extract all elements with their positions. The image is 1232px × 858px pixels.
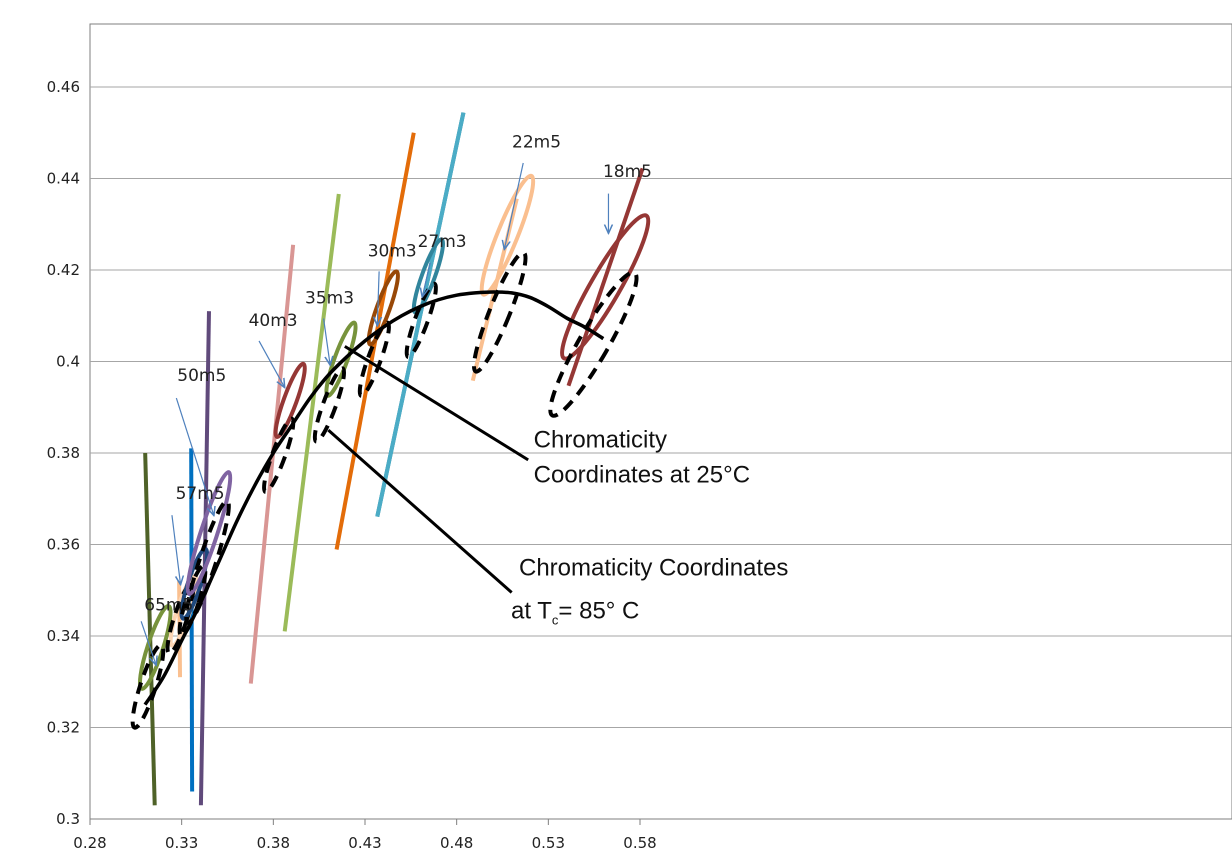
series-label-18m5: 18m5 [603, 162, 652, 182]
annotation-leader-line [344, 345, 529, 462]
annotation-text: Coordinates at 25°C [534, 462, 750, 489]
annotation-text: at Tc= 85° C [511, 598, 639, 628]
y-tick-label: 0.4 [56, 353, 80, 371]
ellipse-25c-27m3 [411, 237, 446, 315]
ellipse-85c-27m3 [404, 281, 438, 359]
series-line-40m3 [248, 244, 296, 684]
ellipse-85c-50m5 [184, 498, 231, 625]
y-tick-label: 0.3 [56, 810, 80, 828]
series-line-65m5 [143, 452, 157, 806]
series-labels: 65m5 57m5 50m5 40m3 35m3 30m3 27m3 22m5 18m5 [144, 132, 652, 615]
series-line-35m3 [282, 193, 341, 632]
y-tick-label: 0.46 [47, 78, 80, 96]
axes: 0.3 0.32 0.34 0.36 0.38 0.4 0.42 0.44 0.46 0.28 0.… [47, 78, 1232, 852]
arrow-50m5 [175, 397, 214, 516]
annotations: Chromaticity Coordinates at 25°C Chromatic… [327, 345, 788, 628]
annotation-text: Chromaticity Coordinates [519, 555, 788, 582]
y-tick-label: 0.38 [47, 444, 80, 462]
y-tick-label: 0.32 [47, 719, 80, 737]
ellipse-85c-18m5 [548, 270, 639, 418]
y-tick-label: 0.44 [47, 170, 80, 188]
arrow-40m3 [258, 340, 285, 388]
ellipses [130, 173, 651, 730]
series-label-65m5: 65m5 [144, 595, 193, 615]
series-label-22m5: 22m5 [512, 132, 561, 152]
x-tick-label: 0.33 [165, 834, 198, 852]
black-curve-layer [143, 290, 605, 706]
black-curve [143, 290, 605, 706]
x-tick-label: 0.43 [348, 834, 381, 852]
series-label-35m3: 35m3 [305, 288, 354, 308]
arrow-57m5 [171, 515, 181, 585]
series-line-22m5 [470, 198, 519, 382]
annotation-text: Chromaticity [534, 427, 667, 454]
series-label-30m3: 30m3 [368, 241, 417, 261]
x-tick-label: 0.48 [440, 834, 473, 852]
y-tick-label: 0.42 [47, 261, 80, 279]
x-tick-label: 0.53 [532, 834, 565, 852]
arrows [140, 162, 608, 665]
series-label-27m3: 27m3 [418, 232, 467, 252]
plot-area [89, 23, 1232, 820]
ellipse-85c-57m5-blue [177, 563, 208, 638]
ellipse-25c-18m5 [560, 213, 651, 361]
x-tick-label: 0.58 [623, 834, 656, 852]
ellipse-85c-22m5 [471, 250, 528, 374]
x-tick-label: 0.28 [73, 834, 106, 852]
series-line-27m3-light [375, 112, 466, 518]
arrow-22m5 [504, 162, 524, 249]
arrow-27m3 [422, 262, 431, 297]
ellipse-25c-50m5 [185, 470, 233, 597]
ellipse-25c-40m3 [273, 361, 307, 439]
series-label-40m3: 40m3 [249, 311, 298, 331]
ellipse-85c-35m3 [312, 366, 347, 444]
x-tick-label: 0.38 [257, 834, 290, 852]
ellipse-25c-30m3 [366, 269, 400, 347]
ellipse-25c-22m5 [479, 173, 536, 297]
arrow-65m5 [140, 621, 156, 665]
y-tick-label: 0.36 [47, 536, 80, 554]
annotation-leader-line [327, 429, 513, 594]
arrow-35m3 [322, 318, 331, 365]
series-label-57m5: 57m5 [176, 484, 225, 504]
arrow-30m3 [377, 271, 379, 325]
y-tick-label: 0.34 [47, 627, 80, 645]
series-label-50m5: 50m5 [177, 366, 226, 386]
